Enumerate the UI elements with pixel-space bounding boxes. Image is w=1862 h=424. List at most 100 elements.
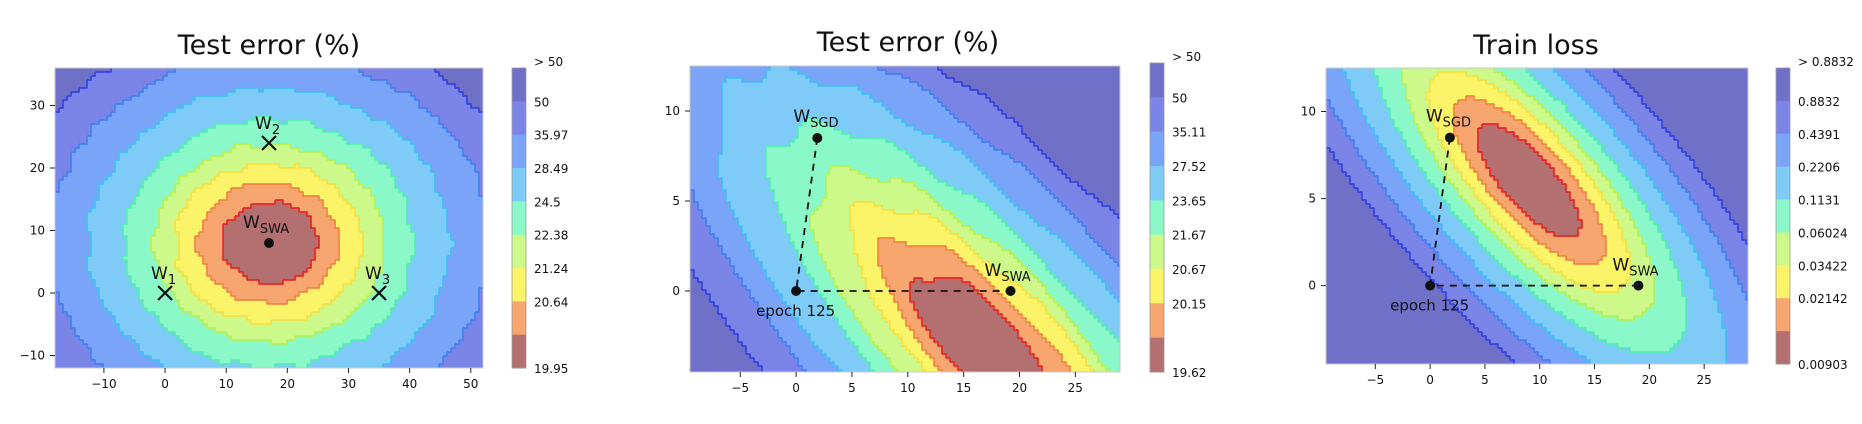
colorbar-segment xyxy=(512,234,526,269)
x-tick-label: −5 xyxy=(731,381,749,395)
x-tick-label: 0 xyxy=(161,377,169,391)
contour-field xyxy=(690,66,1120,372)
colorbar-label: 0.1131 xyxy=(1798,194,1840,208)
colorbar-label: 50 xyxy=(1172,91,1187,105)
x-tick-label: 20 xyxy=(1012,381,1027,395)
x-tick-label: 30 xyxy=(341,377,356,391)
colorbar-label: 21.24 xyxy=(534,262,568,276)
colorbar-segment xyxy=(1150,234,1164,270)
plot-frame xyxy=(54,67,484,369)
point-marker-dot xyxy=(264,238,274,248)
colorbar-segment xyxy=(512,268,526,302)
point-marker-x xyxy=(261,135,277,151)
colorbar-segment xyxy=(1776,100,1790,135)
y-tick-label: 0 xyxy=(1308,279,1316,293)
y-tick-label: 0 xyxy=(37,286,45,300)
colorbar-label: 20.15 xyxy=(1172,297,1206,311)
y-tick-label: 10 xyxy=(665,104,680,118)
colorbar-label: 22.38 xyxy=(534,229,568,243)
point-label: epoch 125 xyxy=(756,302,835,320)
colorbar-label: 20.64 xyxy=(534,295,568,309)
colorbar-label: 0.00903 xyxy=(1798,358,1848,372)
colorbar-segment xyxy=(512,334,526,369)
colorbar-label: 0.8832 xyxy=(1798,95,1840,109)
colorbar-segment xyxy=(1776,199,1790,233)
colorbar-label: 35.97 xyxy=(534,129,568,143)
x-tick-label: 10 xyxy=(1532,373,1547,387)
colorbar-segment xyxy=(512,68,526,102)
colorbar-segment xyxy=(1776,265,1790,299)
panel-2-colorbar: > 50 50 35.11 27.52 23.65 21.67 20.67 20.15 19.6… xyxy=(1149,50,1206,380)
colorbar-label: 50 xyxy=(534,95,549,109)
colorbar-segment xyxy=(1776,68,1790,102)
x-tick-label: −10 xyxy=(91,377,116,391)
y-tick-label: 5 xyxy=(672,194,680,208)
point-label: WSWA xyxy=(243,213,289,237)
colorbar-segment xyxy=(1776,298,1790,332)
contour-lines xyxy=(690,66,1120,372)
point-marker-dot xyxy=(1444,132,1455,143)
contour-lines xyxy=(1326,68,1748,364)
panel-2-title: Test error (%) xyxy=(816,27,999,58)
colorbar-label: 0.2206 xyxy=(1798,161,1840,175)
colorbar-segment xyxy=(1776,133,1790,168)
colorbar-label: > 50 xyxy=(534,55,563,69)
colorbar-segment xyxy=(1150,97,1164,133)
colorbar-segment xyxy=(1150,200,1164,236)
point-marker-dot xyxy=(791,286,802,296)
x-tick-label: 20 xyxy=(280,377,295,391)
colorbar-label: > 0.8832 xyxy=(1798,55,1854,69)
plot-frame xyxy=(1325,67,1749,365)
x-tick-label: 0 xyxy=(1426,373,1434,387)
colorbar-label: 28.49 xyxy=(534,162,568,176)
y-tick-label: 10 xyxy=(1301,105,1316,119)
x-tick-label: 40 xyxy=(402,377,417,391)
x-tick-label: 5 xyxy=(1481,373,1489,387)
colorbar-segment xyxy=(1150,269,1164,304)
y-tick-label: 5 xyxy=(1308,192,1316,206)
colorbar-label: 0.03422 xyxy=(1798,259,1848,273)
colorbar-label: 21.67 xyxy=(1172,229,1206,243)
colorbar-label: 0.02142 xyxy=(1798,292,1848,306)
point-marker-x xyxy=(157,285,173,301)
colorbar-segment xyxy=(512,134,526,169)
colorbar-segment xyxy=(512,168,526,202)
x-tick-label: 25 xyxy=(1068,381,1083,395)
panel-1-title: Test error (%) xyxy=(177,30,360,61)
x-tick-label: 15 xyxy=(1587,373,1602,387)
contour-field xyxy=(1326,68,1748,364)
x-tick-label: 20 xyxy=(1642,373,1657,387)
colorbar-segment xyxy=(512,101,526,136)
x-tick-label: 5 xyxy=(848,381,856,395)
point-marker-x xyxy=(371,285,387,301)
point-label: WSWA xyxy=(1612,256,1658,280)
colorbar-label: 20.67 xyxy=(1172,263,1206,277)
x-tick-label: 10 xyxy=(900,381,915,395)
panel-3-title: Train loss xyxy=(1472,30,1599,61)
point-marker-dot xyxy=(1425,280,1436,291)
contour-field xyxy=(55,68,483,368)
colorbar-label: 23.65 xyxy=(1172,194,1206,208)
y-tick-label: 10 xyxy=(30,224,45,238)
y-tick-label: −10 xyxy=(20,349,45,363)
y-tick-label: 0 xyxy=(672,284,680,298)
x-tick-label: 50 xyxy=(463,377,478,391)
panel-1: Test error (%) −10 0 10 20 30 40 50 −10 0 10 20 30 W… xyxy=(20,30,569,391)
point-marker-dot xyxy=(812,133,823,143)
colorbar-segment xyxy=(512,301,526,336)
colorbar-segment xyxy=(1776,166,1790,201)
y-tick-label: 20 xyxy=(30,161,45,175)
colorbar-label: > 50 xyxy=(1172,50,1201,64)
colorbar-label: 24.5 xyxy=(534,195,561,209)
colorbar-segment xyxy=(1150,337,1164,373)
colorbar-label: 19.62 xyxy=(1172,366,1206,380)
x-tick-label: 10 xyxy=(219,377,234,391)
x-tick-label: 0 xyxy=(792,381,800,395)
colorbar-segment xyxy=(1776,232,1790,266)
